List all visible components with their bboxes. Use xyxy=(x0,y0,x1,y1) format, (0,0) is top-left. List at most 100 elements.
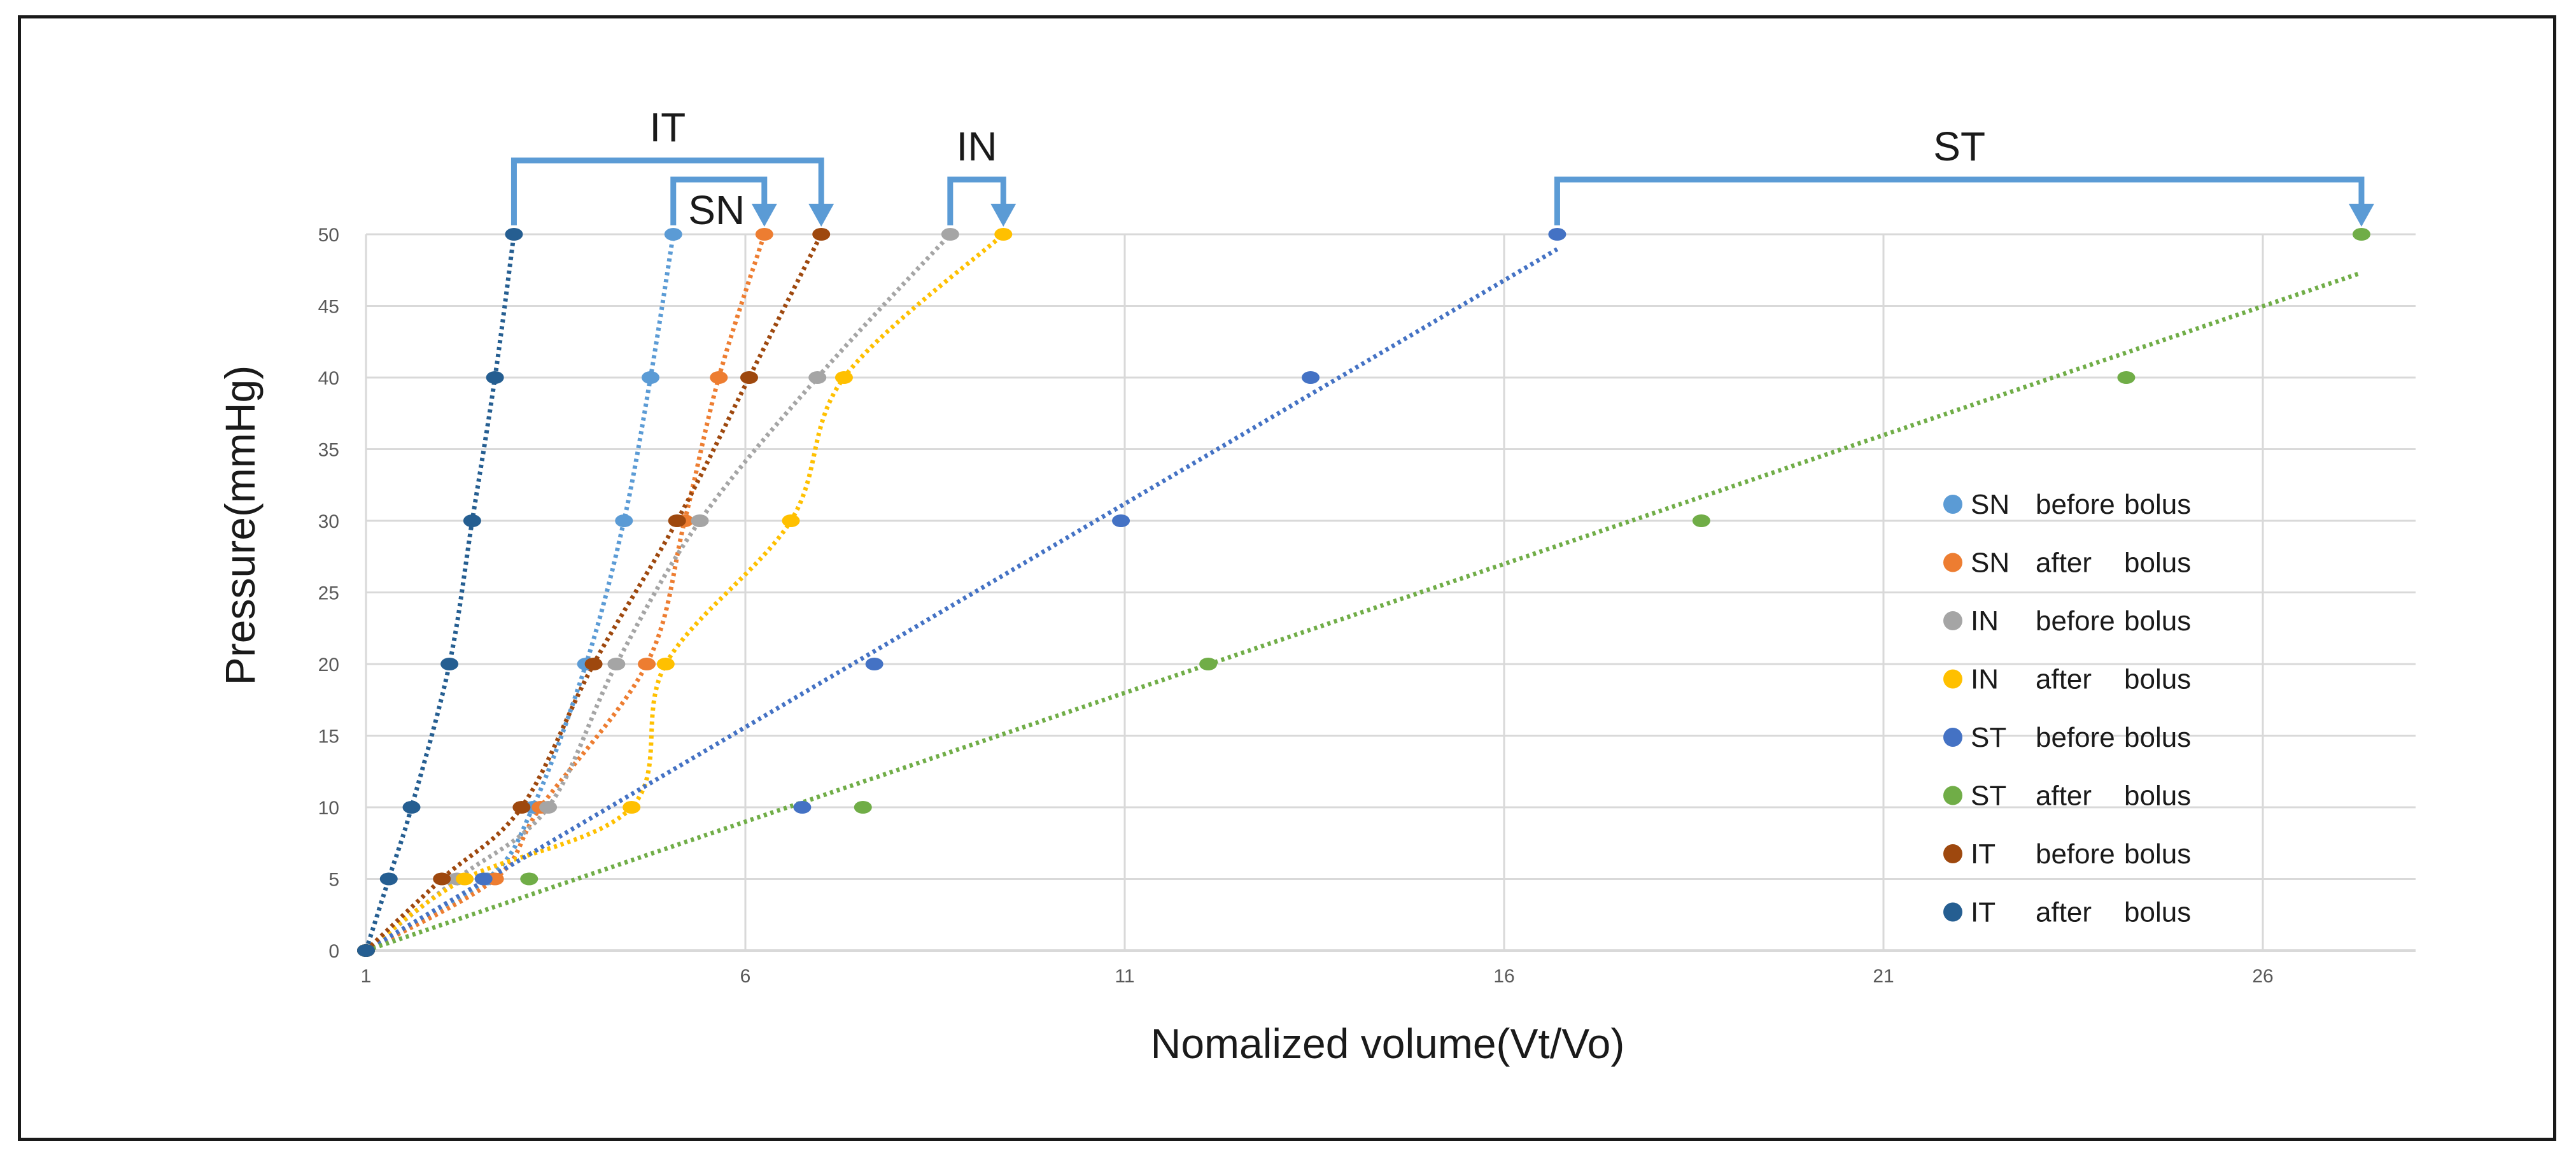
data-point xyxy=(656,658,675,670)
legend-label-word: bolus xyxy=(2124,838,2191,870)
legend-label-phase: before xyxy=(2036,838,2115,870)
data-point xyxy=(607,658,626,670)
x-tick-label: 6 xyxy=(740,966,751,987)
legend-label-abbr: SN xyxy=(1971,548,2009,579)
legend-label-abbr: ST xyxy=(1971,722,2006,753)
data-point xyxy=(865,658,883,670)
data-point xyxy=(520,872,538,886)
annotation-label: IT xyxy=(649,104,686,150)
legend-label-phase: after xyxy=(2036,897,2092,928)
legend-item: SN before bolus xyxy=(1943,489,2191,520)
legend-item: IT before bolus xyxy=(1943,838,2191,870)
data-point xyxy=(486,371,504,384)
y-tick-label: 15 xyxy=(318,726,339,747)
legend-label-word: bolus xyxy=(2124,548,2191,579)
data-point xyxy=(638,658,656,670)
legend-item: IT after bolus xyxy=(1943,897,2191,928)
trendline xyxy=(364,232,952,952)
legend-label-abbr: IT xyxy=(1971,838,1995,870)
data-points xyxy=(357,228,2370,957)
legend-label-word: bolus xyxy=(2124,489,2191,520)
legend-item: SN after bolus xyxy=(1943,548,2191,579)
y-tick-label: 20 xyxy=(318,654,339,675)
legend-label-abbr: SN xyxy=(1971,489,2009,520)
legend-item: IN after bolus xyxy=(1943,664,2191,695)
x-tick-label: 11 xyxy=(1115,966,1134,987)
y-tick-label: 50 xyxy=(318,225,339,246)
y-axis-title: Pressure(mmHg) xyxy=(216,365,264,685)
data-point xyxy=(1548,228,1566,241)
data-point xyxy=(584,658,603,670)
data-point xyxy=(793,801,812,814)
y-tick-label: 40 xyxy=(318,368,339,389)
legend-label-word: bolus xyxy=(2124,664,2191,695)
data-point xyxy=(463,514,481,527)
legend-marker xyxy=(1943,786,1962,805)
y-tick-label: 30 xyxy=(318,511,339,532)
data-point xyxy=(710,371,728,384)
data-point xyxy=(854,801,872,814)
figure-frame xyxy=(18,15,2556,1141)
data-point xyxy=(623,801,641,814)
data-point xyxy=(539,801,558,814)
annotation-bracket xyxy=(670,176,768,225)
legend-marker xyxy=(1943,902,1962,922)
data-point xyxy=(2352,228,2370,241)
legend-item: ST after bolus xyxy=(1943,781,2191,812)
data-point xyxy=(812,228,831,241)
legend-label-abbr: IN xyxy=(1971,664,1999,695)
y-tick-label: 25 xyxy=(318,583,339,604)
legend-marker xyxy=(1943,553,1962,572)
data-point xyxy=(615,514,633,527)
data-point xyxy=(1199,658,1218,670)
y-tick-label: 35 xyxy=(318,440,339,461)
legend-label-phase: before xyxy=(2036,489,2115,520)
annotation-label: IN xyxy=(957,124,997,169)
legend-label-abbr: ST xyxy=(1971,781,2006,812)
data-point xyxy=(834,371,853,384)
legend-label-abbr: IN xyxy=(1971,605,1999,637)
data-point xyxy=(664,228,682,241)
data-point xyxy=(512,801,531,814)
legend-label-phase: before xyxy=(2036,605,2115,637)
legend-marker xyxy=(1943,844,1962,863)
annotation-bracket xyxy=(1554,176,2365,225)
data-point xyxy=(668,514,686,527)
legend-marker xyxy=(1943,669,1962,689)
y-tick-label: 10 xyxy=(318,798,339,819)
trendline xyxy=(364,233,824,952)
annotation-label: ST xyxy=(1933,124,1985,169)
annotation-label: SN xyxy=(688,187,745,233)
legend-label-phase: after xyxy=(2036,548,2092,579)
annotation-arrowhead xyxy=(751,204,777,227)
data-point xyxy=(808,371,827,384)
legend-label-phase: before xyxy=(2036,722,2115,753)
x-axis-title: Nomalized volume(Vt/Vo) xyxy=(1151,1020,1625,1067)
legend-marker xyxy=(1943,495,1962,514)
data-point xyxy=(642,371,659,384)
legend-item: IN before bolus xyxy=(1943,605,2191,637)
data-point xyxy=(994,228,1013,241)
data-point xyxy=(941,228,959,241)
y-tick-label: 0 xyxy=(328,941,339,962)
data-point xyxy=(433,872,451,886)
legend-label-abbr: IT xyxy=(1971,897,1995,928)
data-point xyxy=(455,872,474,886)
legend-marker xyxy=(1943,611,1962,630)
annotation-arrowhead xyxy=(2348,204,2374,227)
data-point xyxy=(1302,371,1320,384)
data-point xyxy=(782,514,800,527)
data-point xyxy=(2117,371,2136,384)
data-point xyxy=(1112,514,1130,527)
gridlines xyxy=(365,233,2416,951)
legend-label-word: bolus xyxy=(2124,897,2191,928)
y-tick-label: 5 xyxy=(328,870,339,891)
legend-label-word: bolus xyxy=(2124,722,2191,753)
legend-label-phase: after xyxy=(2036,664,2092,695)
legend-item: ST before bolus xyxy=(1943,722,2191,753)
annotation-arrowhead xyxy=(808,204,834,227)
data-point xyxy=(357,944,375,957)
annotation-bracket xyxy=(947,176,1006,225)
